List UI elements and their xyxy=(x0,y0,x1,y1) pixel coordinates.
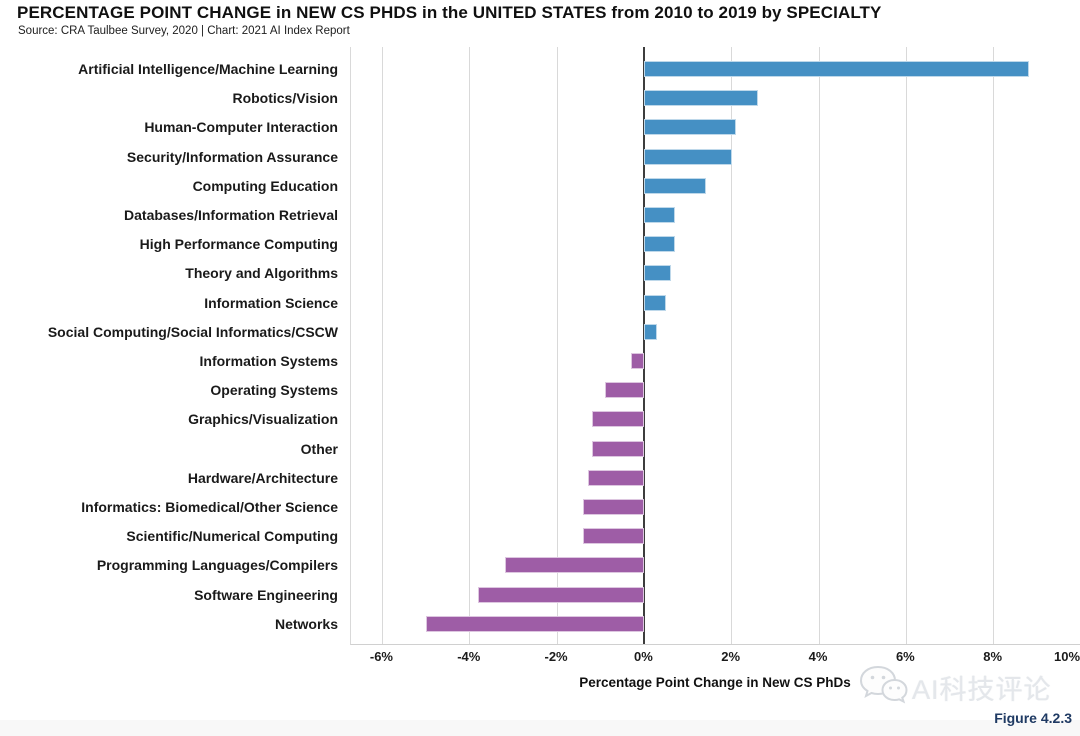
watermark-text: AI科技评论 xyxy=(912,674,1052,705)
x-tick-8pct: 8% xyxy=(983,649,1003,664)
bar-software-engineering xyxy=(478,586,645,603)
bar-human-computer-interaction xyxy=(644,119,737,136)
category-label-programming-languages-compilers: Programming Languages/Compilers xyxy=(96,557,338,574)
bar-scientific-numerical-computing xyxy=(583,528,645,545)
bar-operating-systems xyxy=(605,382,645,399)
category-label-scientific-numerical-computing: Scientific/Numerical Computing xyxy=(126,528,338,545)
bar-hardware-architecture xyxy=(587,469,645,486)
bar-high-performance-computing xyxy=(644,236,675,253)
category-label-security-information-assurance: Security/Information Assurance xyxy=(126,148,338,165)
category-label-databases-information-retrieval: Databases/Information Retrieval xyxy=(124,207,338,223)
x-tick--2pct: -2% xyxy=(544,649,568,664)
plot-area xyxy=(350,47,1080,645)
gridline xyxy=(993,47,995,644)
bottom-band xyxy=(0,720,1080,736)
bar-programming-languages-compilers xyxy=(504,557,645,574)
bar-security-information-assurance xyxy=(644,148,732,165)
category-label-operating-systems: Operating Systems xyxy=(210,382,338,399)
x-tick-6pct: 6% xyxy=(895,649,915,664)
bar-computing-education xyxy=(644,177,706,194)
x-tick--6pct: -6% xyxy=(369,649,393,664)
bar-databases-information-retrieval xyxy=(644,207,675,223)
gridline xyxy=(556,47,558,644)
category-label-high-performance-computing: High Performance Computing xyxy=(139,236,338,253)
category-label-other: Other xyxy=(300,440,338,457)
watermark: AI科技评论 xyxy=(858,663,1052,711)
x-tick-0pct: 0% xyxy=(633,649,653,664)
bar-other xyxy=(592,440,645,457)
category-label-robotics-vision: Robotics/Vision xyxy=(232,90,338,107)
category-label-hardware-architecture: Hardware/Architecture xyxy=(187,469,338,486)
bar-information-science xyxy=(644,294,667,311)
chart-title: PERCENTAGE POINT CHANGE in NEW CS PHDS i… xyxy=(17,3,882,22)
category-label-information-science: Information Science xyxy=(204,294,338,311)
category-labels-column: Artificial Intelligence/Machine Learning… xyxy=(0,47,338,645)
x-axis-ticks: -6% -4% -2% 0% 2% 4% 6% 8% 10% xyxy=(350,649,1080,667)
x-tick-2pct: 2% xyxy=(721,649,741,664)
figure-label: Figure 4.2.3 xyxy=(994,710,1072,726)
x-tick-4pct: 4% xyxy=(808,649,828,664)
wechat-icon xyxy=(858,663,908,712)
category-label-networks: Networks xyxy=(274,615,338,632)
category-label-informatics-biomedical-other-science: Informatics: Biomedical/Other Science xyxy=(81,499,338,515)
gridline xyxy=(469,47,471,644)
gridline xyxy=(905,47,907,644)
x-axis-title: Percentage Point Change in New CS PhDs xyxy=(579,675,851,690)
category-label-graphics-visualization: Graphics/Visualization xyxy=(188,411,338,428)
gridline xyxy=(818,47,820,644)
bar-theory-and-algorithms xyxy=(644,265,671,282)
bar-informatics-biomedical-other-science xyxy=(583,499,645,515)
category-label-social-computing-social-informatics-cscw: Social Computing/Social Informatics/CSCW xyxy=(47,323,338,340)
zero-axis-line xyxy=(643,47,646,644)
chart-source: Source: CRA Taulbee Survey, 2020 | Chart… xyxy=(18,25,350,37)
bar-networks xyxy=(426,615,645,632)
bar-robotics-vision xyxy=(644,90,758,107)
x-tick-10pct: 10% xyxy=(1053,649,1080,664)
category-label-software-engineering: Software Engineering xyxy=(194,586,338,603)
bar-information-systems xyxy=(631,353,645,369)
gridline xyxy=(381,47,383,644)
category-label-artificial-intelligence-machine-learning: Artificial Intelligence/Machine Learning xyxy=(78,61,338,77)
bar-artificial-intelligence-machine-learning xyxy=(644,61,1029,77)
category-label-information-systems: Information Systems xyxy=(199,353,338,369)
category-label-computing-education: Computing Education xyxy=(192,177,338,194)
x-tick--4pct: -4% xyxy=(457,649,481,664)
category-label-human-computer-interaction: Human-Computer Interaction xyxy=(144,119,338,136)
gridline xyxy=(731,47,733,644)
bar-graphics-visualization xyxy=(592,411,645,428)
bar-social-computing-social-informatics-cscw xyxy=(644,323,658,340)
category-label-theory-and-algorithms: Theory and Algorithms xyxy=(185,265,338,282)
